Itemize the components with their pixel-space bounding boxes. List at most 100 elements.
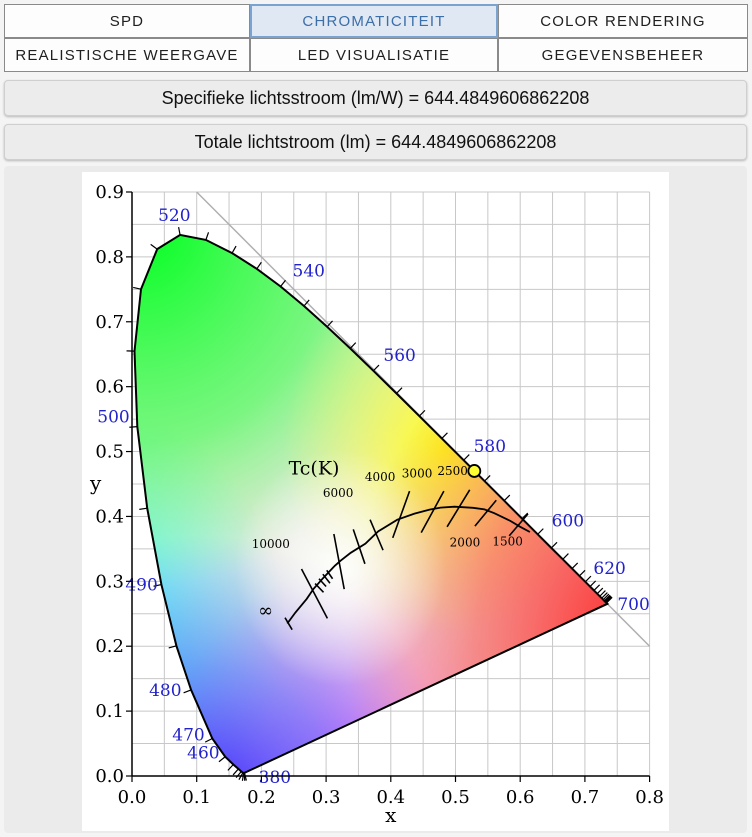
wavelength-tick: [601, 592, 608, 599]
spectral-color-fill: [134, 234, 608, 773]
tab-realistische-weergave[interactable]: REALISTISCHE WEERGAVE: [4, 38, 250, 72]
wavelength-label: 560: [383, 346, 415, 366]
y-tick-label: 0.0: [95, 766, 124, 787]
wavelength-tick: [602, 593, 610, 601]
wavelength-tick: [603, 594, 611, 602]
wavelength-tick: [484, 475, 491, 482]
tab-spd[interactable]: SPD: [4, 4, 250, 38]
wavelength-tick: [418, 409, 426, 417]
axes: 0.0 0.1 0.2 0.3 0.4 0.5 0.6 0.7 0.8 0.0 0.1 0.2 0.3 0…: [89, 182, 664, 827]
x-tick-label: 0.6: [506, 787, 535, 808]
isotherm-line: [508, 513, 529, 537]
isotherm-line: [369, 519, 384, 551]
wavelength-label: 600: [552, 511, 584, 531]
isotherm-line: [446, 489, 471, 528]
wavelength-label: 700: [617, 595, 649, 615]
isotherm-line: [352, 529, 366, 565]
wavelength-tick: [129, 426, 138, 428]
wavelength-tick: [280, 279, 286, 287]
cct-label: 1500: [492, 535, 523, 549]
wavelength-label: 500: [97, 408, 129, 428]
cct-label: 10000: [252, 537, 290, 551]
wavelength-tick: [596, 587, 604, 595]
wavelength-tick: [503, 494, 511, 502]
x-tick-label: 0.4: [376, 787, 405, 808]
x-tick-label: 0.2: [247, 787, 276, 808]
gradient-gwhite: [134, 234, 608, 773]
wavelength-tick: [349, 342, 357, 349]
wavelength-tick: [241, 772, 245, 781]
isotherm-line: [420, 490, 445, 534]
x-tick-label: 0.5: [441, 787, 470, 808]
wavelength-tick: [243, 772, 246, 781]
wavelength-label: 490: [125, 576, 157, 596]
isotherm-line: [474, 499, 497, 527]
y-tick-label: 0.1: [95, 701, 124, 722]
wavelength-tick: [183, 689, 192, 694]
isotherm-line: [284, 617, 293, 631]
tab-bar: SPD CHROMATICITEIT COLOR RENDERING REALI…: [4, 4, 748, 72]
wavelength-tick: [150, 243, 158, 250]
spectral-locus: [133, 233, 610, 774]
wavelength-tick: [303, 299, 310, 307]
y-tick-label: 0.3: [95, 571, 124, 592]
wavelength-tick: [204, 737, 213, 743]
x-tick-label: 0.1: [182, 787, 211, 808]
x-axis-label: x: [385, 803, 397, 827]
wavelength-tick: [326, 320, 333, 328]
x-tick-label: 0.3: [312, 787, 341, 808]
isotherm-line: [326, 569, 334, 580]
tab-led-visualisatie[interactable]: LED VISUALISATIE: [250, 38, 498, 72]
wavelength-label: 470: [172, 725, 204, 745]
tc-label: Tc(K): [289, 457, 340, 479]
wavelength-label: 480: [149, 681, 181, 701]
wavelength-tick: [205, 232, 210, 241]
y-tick-label: 0.9: [95, 182, 124, 203]
wavelength-tick: [133, 286, 142, 290]
wavelength-tick: [372, 364, 380, 372]
cct-label: 6000: [323, 486, 354, 500]
wavelength-label: 540: [293, 262, 325, 282]
specific-luminous-flux[interactable]: Specifieke lichtsstroom (lm/W) = 644.484…: [4, 80, 747, 116]
wavelength-label: 580: [474, 437, 506, 457]
wavelength-tick: [232, 768, 239, 776]
y-tick-label: 0.7: [95, 312, 124, 333]
cct-label: 3000: [402, 467, 433, 481]
y-tick-label: 0.2: [95, 636, 124, 657]
wavelength-tick: [168, 645, 177, 649]
x-tick-label: 0.8: [635, 787, 664, 808]
wavelength-tick: [441, 432, 448, 439]
tab-color-rendering[interactable]: COLOR RENDERING: [498, 4, 748, 38]
wavelength-tick: [562, 553, 569, 560]
tab-gegevensbeheer[interactable]: GEGEVENSBEHEER: [498, 38, 748, 72]
isotherm-line: [322, 573, 331, 584]
y-tick-label: 0.4: [95, 506, 124, 527]
y-tick-label: 0.8: [95, 247, 124, 268]
wavelength-label: 380: [259, 768, 291, 788]
wavelength-tick: [463, 454, 470, 461]
wavelength-tick: [177, 226, 181, 236]
wavelength-tick: [231, 245, 237, 254]
chromaticity-chart: 380 460 470 480 490 500 520 540 560 580 600 620 700 1…: [82, 172, 669, 831]
wavelength-label: 460: [187, 744, 219, 764]
wavelength-tick: [606, 596, 613, 604]
y-tick-label: 0.6: [95, 377, 124, 398]
wavelength-tick: [604, 595, 612, 602]
tab-chromaticiteit[interactable]: CHROMATICITEIT: [250, 4, 498, 38]
x-tick-label: 0.0: [118, 787, 147, 808]
wavelength-tick: [593, 584, 601, 591]
wavelength-tick: [139, 507, 148, 510]
total-luminous-flux[interactable]: Totale lichtstroom (lm) = 644.4849606862…: [4, 124, 747, 160]
wavelength-tick: [571, 562, 579, 569]
wavelength-label: 520: [158, 206, 190, 226]
x-tick-label: 0.7: [571, 787, 600, 808]
wavelength-tick: [589, 580, 597, 587]
wavelength-tick: [605, 596, 612, 603]
isotherm-line: [318, 578, 327, 588]
cct-label: ∞: [258, 600, 273, 621]
wavelength-tick: [578, 569, 586, 577]
wavelength-tick: [550, 541, 558, 549]
wavelength-label: 620: [593, 559, 625, 579]
